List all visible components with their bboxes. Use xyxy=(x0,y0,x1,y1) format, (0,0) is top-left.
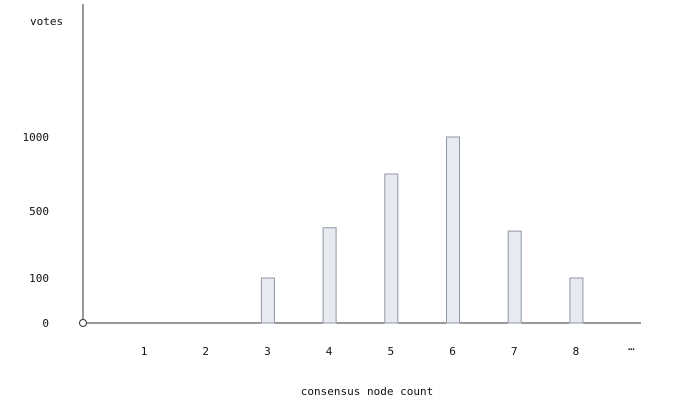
bar-4 xyxy=(322,227,337,324)
y-tick-labels: 0 100 500 1000 xyxy=(23,131,50,330)
bar-6 xyxy=(446,136,460,324)
x-axis-title: consensus node count xyxy=(301,385,433,398)
x-tick-6: 6 xyxy=(449,345,456,358)
bar-7 xyxy=(507,230,522,324)
y-axis-title: votes xyxy=(30,15,63,28)
x-tick-8: 8 xyxy=(573,345,580,358)
y-tick-100: 100 xyxy=(29,272,49,285)
x-overflow-ellipsis: … xyxy=(628,340,635,353)
x-tick-2: 2 xyxy=(202,345,209,358)
bar-5 xyxy=(384,173,399,324)
x-tick-4: 4 xyxy=(326,345,333,358)
bars-group xyxy=(260,136,584,324)
x-tick-7: 7 xyxy=(511,345,518,358)
bar-8 xyxy=(569,277,584,324)
y-tick-500: 500 xyxy=(29,205,49,218)
origin-marker xyxy=(79,319,87,327)
x-tick-3: 3 xyxy=(264,345,271,358)
x-tick-5: 5 xyxy=(387,345,394,358)
x-tick-1: 1 xyxy=(141,345,148,358)
bar-3 xyxy=(260,277,275,324)
y-tick-0: 0 xyxy=(42,317,49,330)
x-tick-labels: 1 2 3 4 5 6 7 8 xyxy=(141,345,580,358)
y-tick-1000: 1000 xyxy=(23,131,50,144)
